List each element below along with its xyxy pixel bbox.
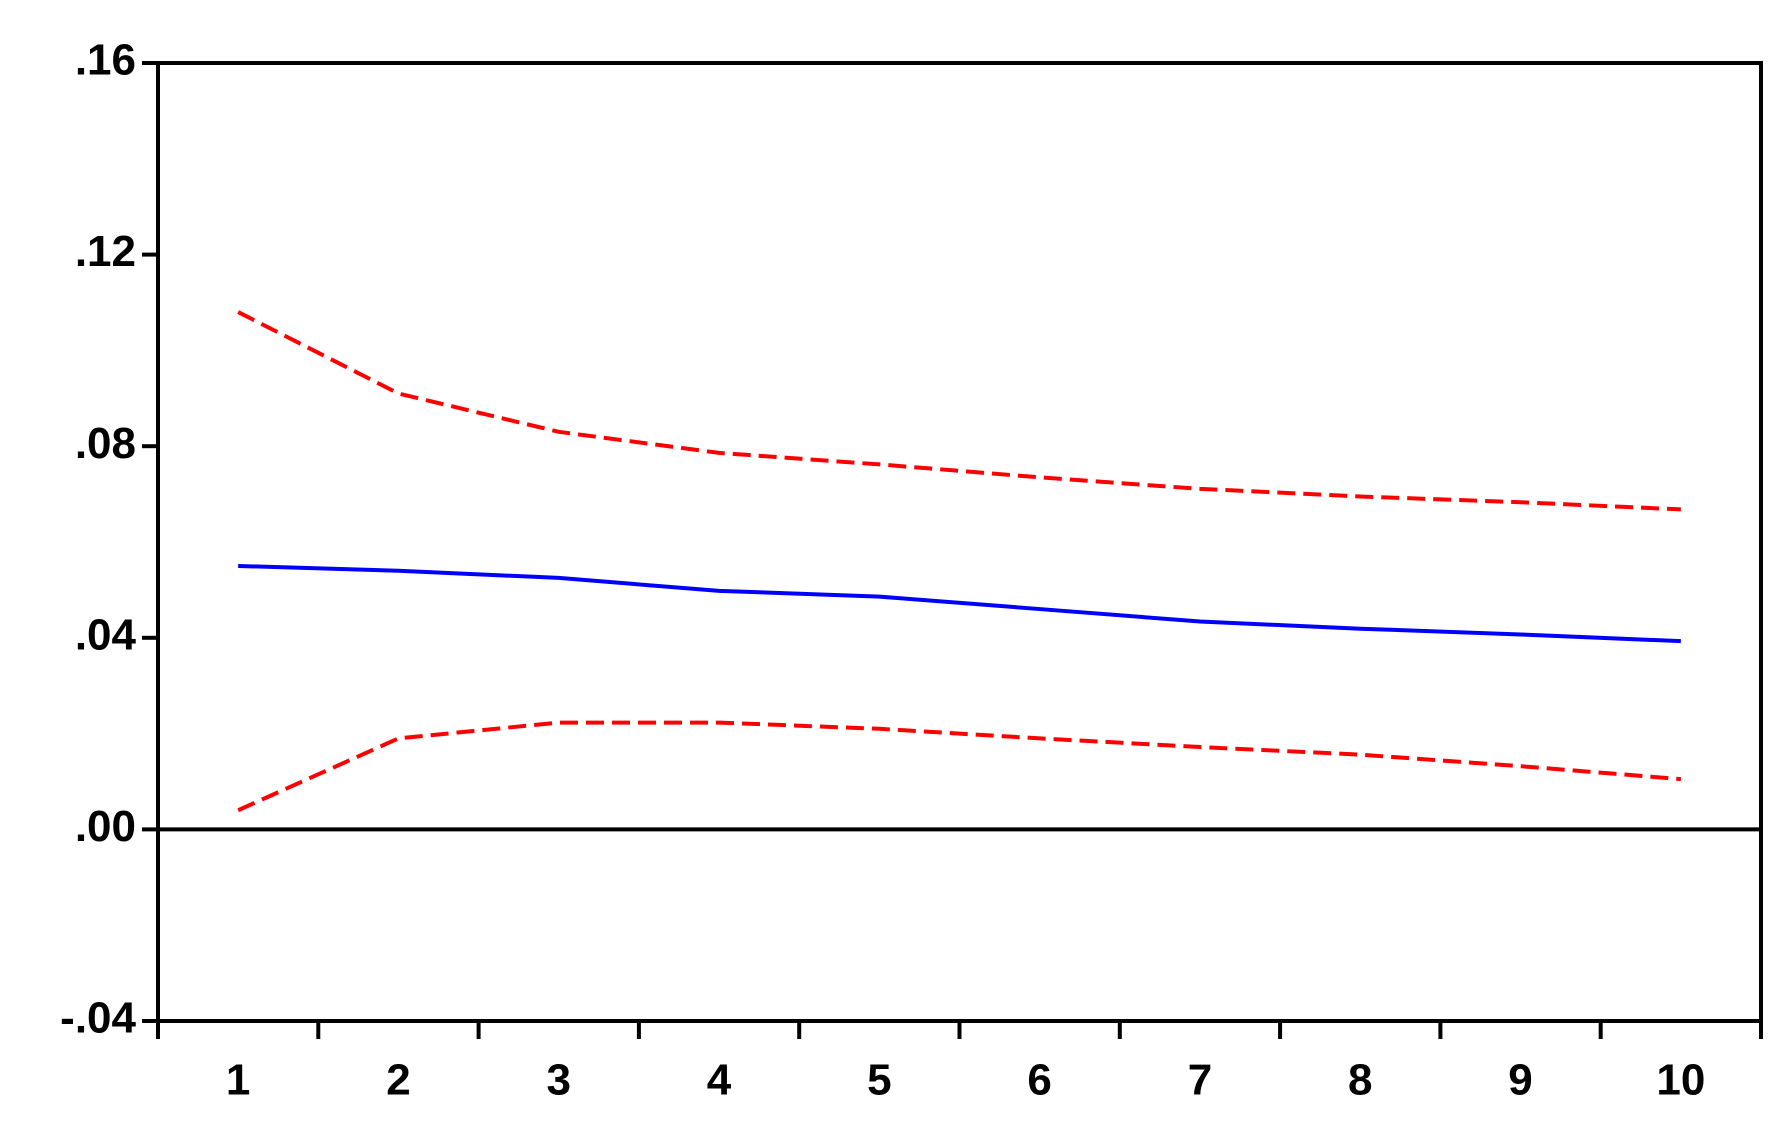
x-tick-label: 4 [707,1056,732,1105]
series-line [237,720,1682,813]
x-tick-label: 8 [1348,1056,1372,1105]
x-tick-label: 1 [226,1056,250,1105]
x-tick-label: 10 [1656,1056,1705,1105]
x-tick-label: 3 [547,1056,571,1105]
x-tick-label: 2 [386,1056,410,1105]
y-tick-label: -.04 [60,994,136,1043]
x-tick-label: 7 [1188,1056,1212,1105]
y-tick-label: .04 [75,610,137,659]
series-line [238,563,1681,644]
series-line [237,310,1681,512]
y-tick-label: .08 [75,419,136,468]
plot-frame [156,61,1763,1023]
y-tick-label: .16 [75,36,136,85]
y-tick-label: .12 [75,227,136,276]
x-tick-label: 5 [867,1056,891,1105]
x-tick-label: 9 [1508,1056,1532,1105]
x-tick-label: 6 [1027,1056,1051,1105]
y-tick-label: .00 [75,802,136,851]
